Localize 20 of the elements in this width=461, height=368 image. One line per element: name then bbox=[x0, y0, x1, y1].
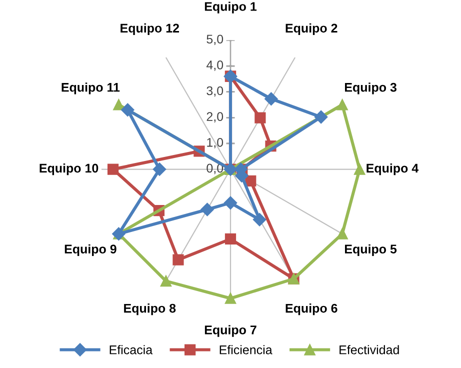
spoke-label: Equipo 2 bbox=[286, 23, 338, 36]
spoke-label: Equipo 8 bbox=[124, 304, 176, 316]
y-tick-label: 3,0 bbox=[206, 86, 224, 97]
y-tick-label: 1,0 bbox=[207, 138, 224, 148]
spoke-label: Equipo 4 bbox=[366, 163, 419, 176]
spoke-label: Equipo 6 bbox=[286, 304, 338, 316]
spoke-label: Equipo 7 bbox=[204, 325, 256, 337]
spoke-label: Equipo 11 bbox=[62, 82, 120, 94]
spoke-label: Equipo 10 bbox=[40, 163, 98, 176]
legend-label: Eficiencia bbox=[220, 345, 272, 354]
spoke-label: Equipo 5 bbox=[345, 244, 397, 256]
y-tick-label: 2,0 bbox=[206, 112, 224, 122]
spoke-label: Equipo 9 bbox=[64, 244, 116, 256]
y-tick-label: 4,0 bbox=[206, 60, 224, 71]
y-tick-label: 5,0 bbox=[206, 34, 224, 46]
legend-label: Eficacia bbox=[110, 345, 153, 354]
spoke-label: Equipo 3 bbox=[345, 82, 396, 94]
legend-label: Efectividad bbox=[340, 345, 399, 354]
spoke-label: Equipo 12 bbox=[120, 23, 180, 36]
spoke-label: Equipo 1 bbox=[204, 2, 257, 14]
